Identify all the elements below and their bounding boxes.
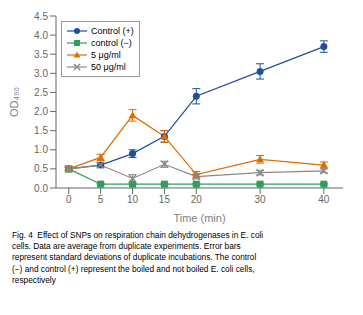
svg-text:30: 30 xyxy=(255,194,267,205)
svg-text:15: 15 xyxy=(159,194,171,205)
svg-text:2.5: 2.5 xyxy=(34,87,48,98)
svg-text:4.5: 4.5 xyxy=(34,11,48,22)
html-text:Fig. 4 Effect of SNPs on respi: Fig. 4 Effect of SNPs on respiration cha… xyxy=(12,230,264,240)
svg-text:10: 10 xyxy=(127,194,139,205)
svg-text:1.0: 1.0 xyxy=(34,144,48,155)
svg-text:Time (min): Time (min) xyxy=(173,212,225,224)
svg-text:0.0: 0.0 xyxy=(34,183,48,194)
svg-text:3.0: 3.0 xyxy=(34,68,48,79)
html-text:cells. Data are average from d: cells. Data are average from duplicate e… xyxy=(12,241,241,252)
svg-text:1.5: 1.5 xyxy=(34,125,48,136)
html-text:50 μg/ml: 50 μg/ml xyxy=(91,62,126,72)
svg-text:40: 40 xyxy=(318,194,330,205)
svg-text:3.5: 3.5 xyxy=(34,49,48,60)
html-text:Control (+): Control (+) xyxy=(91,26,134,36)
svg-text:20: 20 xyxy=(191,194,203,205)
html-text:(−) and control (+) represent: (−) and control (+) represent the boiled… xyxy=(12,263,255,274)
svg-text:2.0: 2.0 xyxy=(34,106,48,117)
html-text:respectively: respectively xyxy=(12,274,56,285)
svg-text:OD₄₉₀: OD₄₉₀ xyxy=(8,87,20,117)
svg-text:5: 5 xyxy=(98,194,104,205)
html-text:represent standard deviations: represent standard deviations of duplica… xyxy=(12,252,257,263)
html-text:control (−): control (−) xyxy=(91,38,132,48)
html-text:5 μg/ml: 5 μg/ml xyxy=(91,50,121,60)
svg-text:0: 0 xyxy=(66,194,72,205)
svg-text:0.5: 0.5 xyxy=(34,163,48,174)
svg-text:4.0: 4.0 xyxy=(34,30,48,41)
